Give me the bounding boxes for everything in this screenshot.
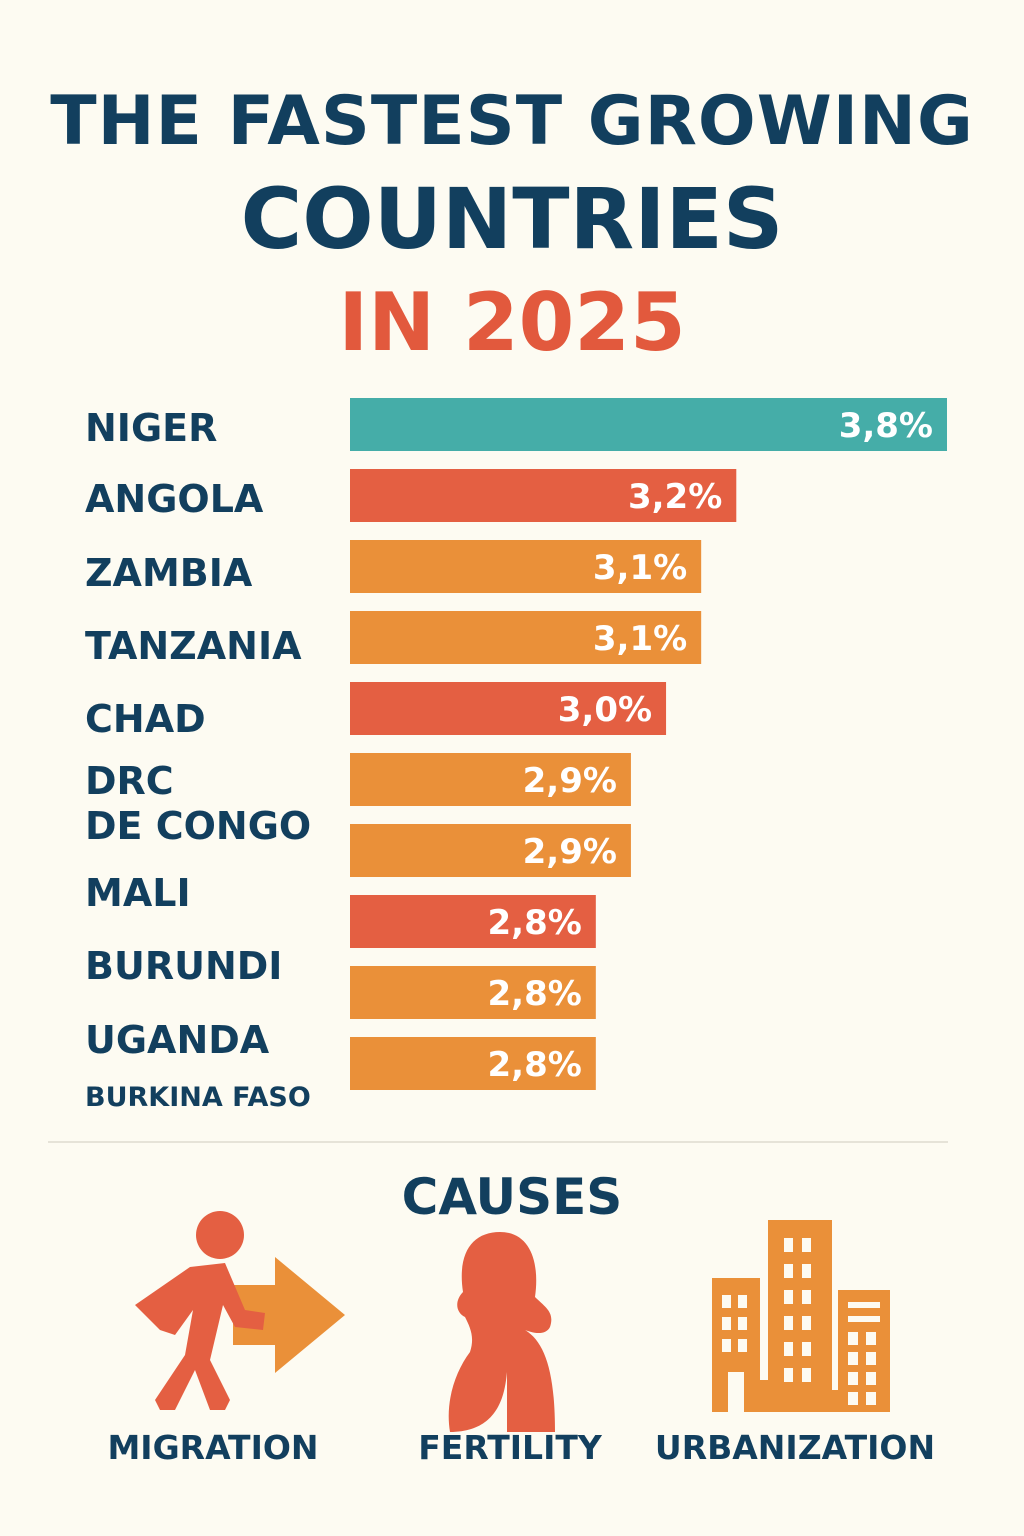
country-label: MALI	[85, 871, 191, 915]
bar-value-label: 2,8%	[488, 974, 582, 1014]
window	[848, 1332, 858, 1345]
window	[722, 1339, 731, 1352]
cause-urbanization-label: URBANIZATION	[654, 1428, 936, 1467]
bar-value-label: 2,9%	[523, 761, 617, 801]
title-line-3: IN 2025	[338, 276, 686, 369]
bar	[350, 966, 596, 1019]
bar-value-label: 3,0%	[558, 690, 652, 730]
window	[866, 1332, 876, 1345]
country-label: DE CONGO	[85, 804, 312, 848]
window	[784, 1368, 793, 1382]
bar	[350, 682, 667, 735]
causes-heading: CAUSES	[401, 1168, 623, 1226]
bar-value-label: 3,1%	[593, 619, 687, 659]
bar-value-label: 3,2%	[628, 477, 722, 517]
window	[866, 1352, 876, 1365]
country-label: DRC	[85, 759, 174, 803]
cause-fertility-label: FERTILITY	[418, 1428, 602, 1467]
window	[802, 1316, 811, 1330]
bar-value-label: 3,8%	[839, 406, 933, 446]
bar	[350, 895, 596, 948]
bar-value-label: 3,1%	[593, 548, 687, 588]
window	[802, 1368, 811, 1382]
bar	[350, 824, 631, 877]
bar	[350, 753, 631, 806]
country-label: ANGOLA	[85, 477, 264, 521]
window	[848, 1316, 880, 1322]
bar	[350, 1037, 596, 1090]
bar	[350, 398, 947, 451]
cause-migration-label: MIGRATION	[107, 1428, 319, 1467]
window	[802, 1238, 811, 1252]
bar	[350, 611, 702, 664]
window	[722, 1295, 731, 1308]
window	[784, 1264, 793, 1278]
walking-person-arrow-icon	[135, 1211, 345, 1410]
window	[784, 1342, 793, 1356]
country-label: BURUNDI	[85, 944, 283, 988]
bar	[350, 469, 737, 522]
window	[722, 1317, 731, 1330]
window	[738, 1339, 747, 1352]
country-label: UGANDA	[85, 1018, 270, 1062]
city-buildings-icon	[712, 1220, 890, 1412]
title-line-2: COUNTRIES	[240, 170, 784, 268]
country-label: BURKINA FASO	[85, 1082, 311, 1113]
country-label: ZAMBIA	[85, 551, 253, 595]
country-label: TANZANIA	[85, 624, 302, 668]
bar	[350, 540, 702, 593]
window	[848, 1302, 880, 1308]
window	[738, 1317, 747, 1330]
window	[784, 1238, 793, 1252]
window	[866, 1372, 876, 1385]
country-label: NIGER	[85, 406, 218, 450]
window	[802, 1264, 811, 1278]
window	[848, 1372, 858, 1385]
country-label: CHAD	[85, 697, 206, 741]
window	[848, 1392, 858, 1405]
pregnant-woman-icon	[448, 1232, 555, 1432]
bar-value-label: 2,8%	[488, 903, 582, 943]
bar-value-label: 2,8%	[488, 1045, 582, 1085]
window	[802, 1290, 811, 1304]
window	[784, 1290, 793, 1304]
window	[802, 1342, 811, 1356]
window	[866, 1392, 876, 1405]
window	[738, 1295, 747, 1308]
bar-value-label: 2,9%	[523, 832, 617, 872]
window	[848, 1352, 858, 1365]
bar-chart: 3,8% 3,2% 3,1% 3,1% 3,0% 2,9% 2,9% 2,8% 2,8% 2,8%	[350, 398, 947, 1090]
title-line-1: THE FASTEST GROWING	[50, 82, 974, 161]
divider	[48, 1141, 948, 1143]
window	[784, 1316, 793, 1330]
